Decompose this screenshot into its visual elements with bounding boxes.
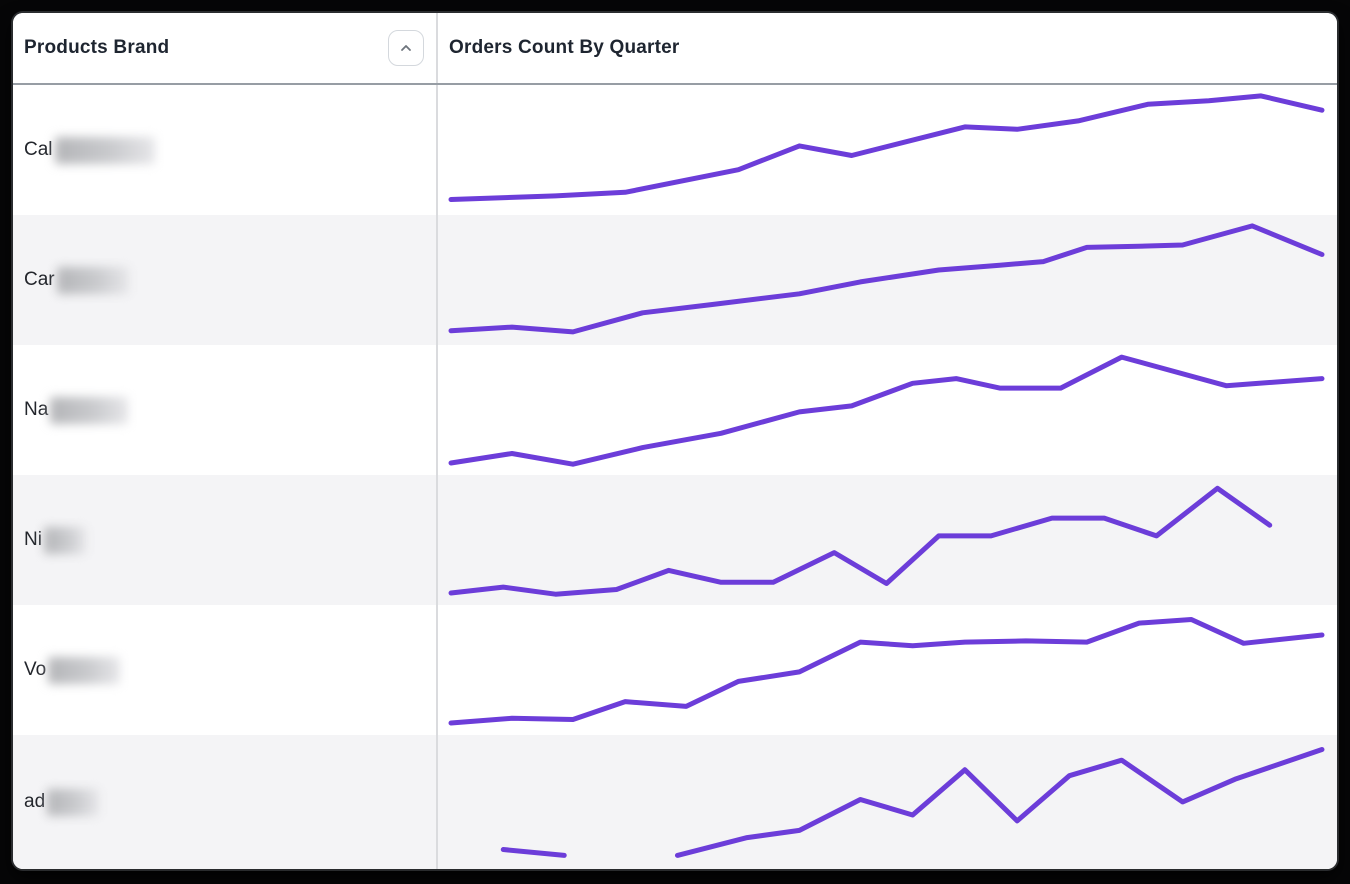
table-row[interactable]: Cal	[13, 85, 1337, 215]
products-brand-header-label: Products Brand	[24, 37, 170, 58]
redacted-brand-blur	[48, 656, 121, 684]
brand-label-prefix: Vo	[24, 659, 47, 680]
redacted-brand-blur	[56, 266, 129, 294]
redacted-brand-blur	[47, 788, 100, 816]
table-row[interactable]: Ni	[13, 475, 1337, 605]
column-header-orders-count: Orders Count By Quarter	[438, 13, 1337, 83]
orders-sparkline-chart	[438, 735, 1337, 869]
brand-cell: Cal	[13, 85, 438, 215]
redacted-brand-blur	[54, 136, 155, 164]
table-header-row: Products Brand Orders Count By Quarter	[13, 13, 1337, 85]
brand-label-prefix: Cal	[24, 139, 53, 160]
brand-label-prefix: ad	[24, 791, 46, 812]
brand-cell: Ni	[13, 475, 438, 605]
orders-sparkline-chart	[438, 215, 1337, 345]
table-row[interactable]: Car	[13, 215, 1337, 345]
chevron-up-icon	[396, 38, 416, 58]
orders-sparkline-chart	[438, 475, 1337, 605]
report-panel: Products Brand Orders Count By Quarter C…	[13, 13, 1337, 869]
orders-sparkline-chart	[438, 345, 1337, 475]
sort-button[interactable]	[388, 30, 424, 66]
brand-cell: ad	[13, 735, 438, 869]
brand-cell: Na	[13, 345, 438, 475]
table-row[interactable]: ad	[13, 735, 1337, 869]
brand-cell: Vo	[13, 605, 438, 735]
brand-label-prefix: Na	[24, 399, 49, 420]
brand-cell: Car	[13, 215, 438, 345]
redacted-brand-blur	[50, 396, 129, 424]
table-row[interactable]: Vo	[13, 605, 1337, 735]
brand-label-prefix: Car	[24, 269, 55, 290]
orders-sparkline-chart	[438, 605, 1337, 735]
redacted-brand-blur	[43, 526, 86, 554]
orders-count-header-label: Orders Count By Quarter	[449, 37, 680, 58]
orders-sparkline-chart	[438, 85, 1337, 215]
column-header-products-brand: Products Brand	[13, 13, 438, 83]
brand-label-prefix: Ni	[24, 529, 42, 550]
table-row[interactable]: Na	[13, 345, 1337, 475]
